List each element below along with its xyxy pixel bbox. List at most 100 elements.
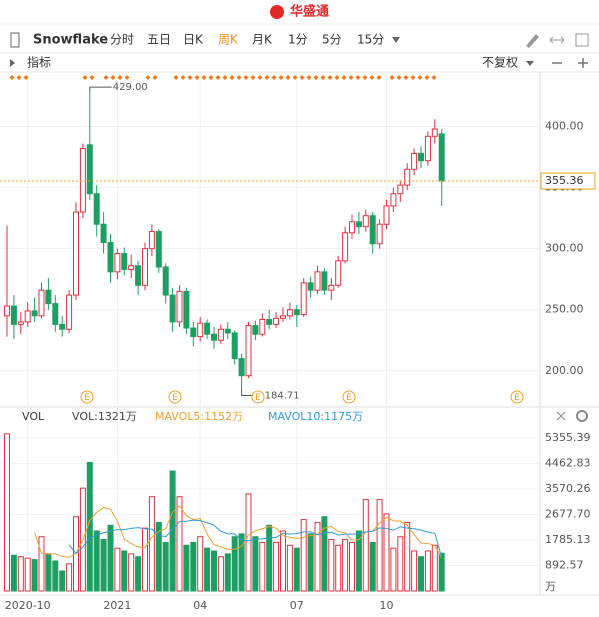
period-tab[interactable]: 15分: [357, 33, 384, 47]
period-tab[interactable]: 五日: [147, 33, 171, 47]
candle-body: [362, 215, 369, 228]
earnings-marker[interactable]: [168, 390, 182, 404]
signal-dot: [299, 75, 305, 80]
volume-bar: [369, 541, 376, 592]
sidebar-toggle[interactable]: [10, 32, 20, 48]
signal-dot: [194, 75, 200, 80]
signal-dot: [403, 75, 409, 80]
volume-bar: [397, 536, 404, 592]
candle-body: [73, 211, 79, 296]
adjust-dropdown[interactable]: [526, 61, 534, 66]
volume-bar: [362, 499, 369, 592]
zoom-in[interactable]: [578, 58, 588, 68]
period-tab[interactable]: 日K: [183, 33, 204, 47]
volume-bar: [4, 433, 10, 592]
x-tick-label: 07: [290, 599, 304, 612]
x-tick-label: 2021: [103, 599, 131, 612]
candle-body: [38, 289, 45, 317]
volume-bar: [128, 553, 135, 592]
signal-dot: [369, 75, 375, 80]
volume-bar: [24, 557, 31, 592]
period-tab[interactable]: 5分: [322, 33, 342, 47]
volume-bar: [293, 547, 300, 592]
period-tab[interactable]: 1分: [288, 33, 308, 47]
signal-dot: [89, 75, 95, 80]
candle-body: [307, 282, 314, 291]
volume-bar: [280, 530, 286, 592]
candle-body: [369, 215, 376, 245]
draw-tool[interactable]: [526, 34, 539, 48]
volume-bar: [176, 496, 183, 592]
signal-dot: [124, 75, 130, 80]
candle-body: [411, 152, 418, 170]
volume-bar: [349, 541, 355, 592]
volume-bar: [383, 513, 390, 592]
candle-body: [217, 328, 224, 341]
earnings-marker[interactable]: [80, 390, 94, 404]
close-indicator[interactable]: [556, 411, 566, 421]
candle-body: [245, 325, 252, 377]
signal-dot: [424, 75, 430, 80]
signal-dot: [222, 75, 228, 80]
layout-icon[interactable]: [575, 33, 589, 47]
annotation-line: [89, 86, 112, 92]
candle-body: [293, 309, 300, 316]
signal-dot: [327, 75, 333, 80]
annotation-label: 429.00: [113, 82, 148, 93]
signal-dot: [271, 75, 277, 80]
indicator-toggle[interactable]: [10, 59, 15, 67]
earnings-marker[interactable]: [251, 390, 265, 404]
candle-body: [10, 305, 17, 325]
period-dropdown[interactable]: [392, 37, 400, 43]
signal-dot: [264, 75, 270, 80]
last-price-box: [540, 172, 596, 190]
candle-body: [24, 310, 31, 323]
candle-body: [86, 144, 93, 195]
x-tick-label: 2020-10: [5, 599, 51, 612]
candle-body: [100, 223, 107, 244]
volume-bar: [217, 556, 224, 592]
y-tick-label: 1785.13: [545, 533, 591, 546]
indicator-settings[interactable]: [576, 410, 588, 422]
signal-dot: [215, 75, 221, 80]
earnings-marker[interactable]: [510, 390, 524, 404]
candle-body: [93, 193, 100, 225]
candle-body: [4, 305, 10, 317]
adjust-label[interactable]: 不复权: [482, 56, 518, 70]
y-tick-label: 892.57: [545, 558, 584, 571]
period-tab[interactable]: 月K: [252, 33, 273, 47]
candle-body: [224, 328, 231, 334]
period-tab[interactable]: 周K: [218, 33, 239, 47]
volume-bar: [204, 547, 211, 592]
expand-icon[interactable]: [549, 36, 565, 44]
signal-dot: [152, 75, 158, 80]
signal-dot: [243, 75, 249, 80]
volume-bar: [307, 533, 314, 592]
volume-bar: [17, 556, 24, 592]
signal-dot: [348, 75, 354, 80]
signal-dot: [208, 75, 214, 80]
y-tick-label: 2677.70: [545, 507, 591, 520]
candle-body: [231, 332, 238, 360]
signal-dot: [110, 75, 116, 80]
unit-label: 万: [545, 580, 556, 593]
x-tick-label: 04: [193, 599, 207, 612]
period-tab[interactable]: 分时: [110, 33, 134, 47]
y-tick-label: 250.00: [545, 303, 584, 316]
candle-body: [335, 260, 342, 286]
earnings-marker[interactable]: [342, 390, 356, 404]
volume-bar: [169, 470, 176, 592]
candle-body: [404, 168, 411, 186]
indicator-label[interactable]: 指标: [27, 55, 51, 70]
y-tick-label: 4462.83: [545, 456, 591, 469]
signal-dot: [187, 75, 193, 80]
volume-bar: [404, 521, 411, 592]
signal-dot: [376, 75, 382, 80]
candle-body: [148, 231, 155, 250]
y-tick-label: 200.00: [545, 364, 584, 377]
candle-body: [300, 282, 307, 316]
volume-bar: [252, 536, 259, 592]
y-tick-label: 300.00: [545, 242, 584, 255]
signal-dot: [201, 75, 207, 80]
volume-bar: [286, 544, 293, 592]
